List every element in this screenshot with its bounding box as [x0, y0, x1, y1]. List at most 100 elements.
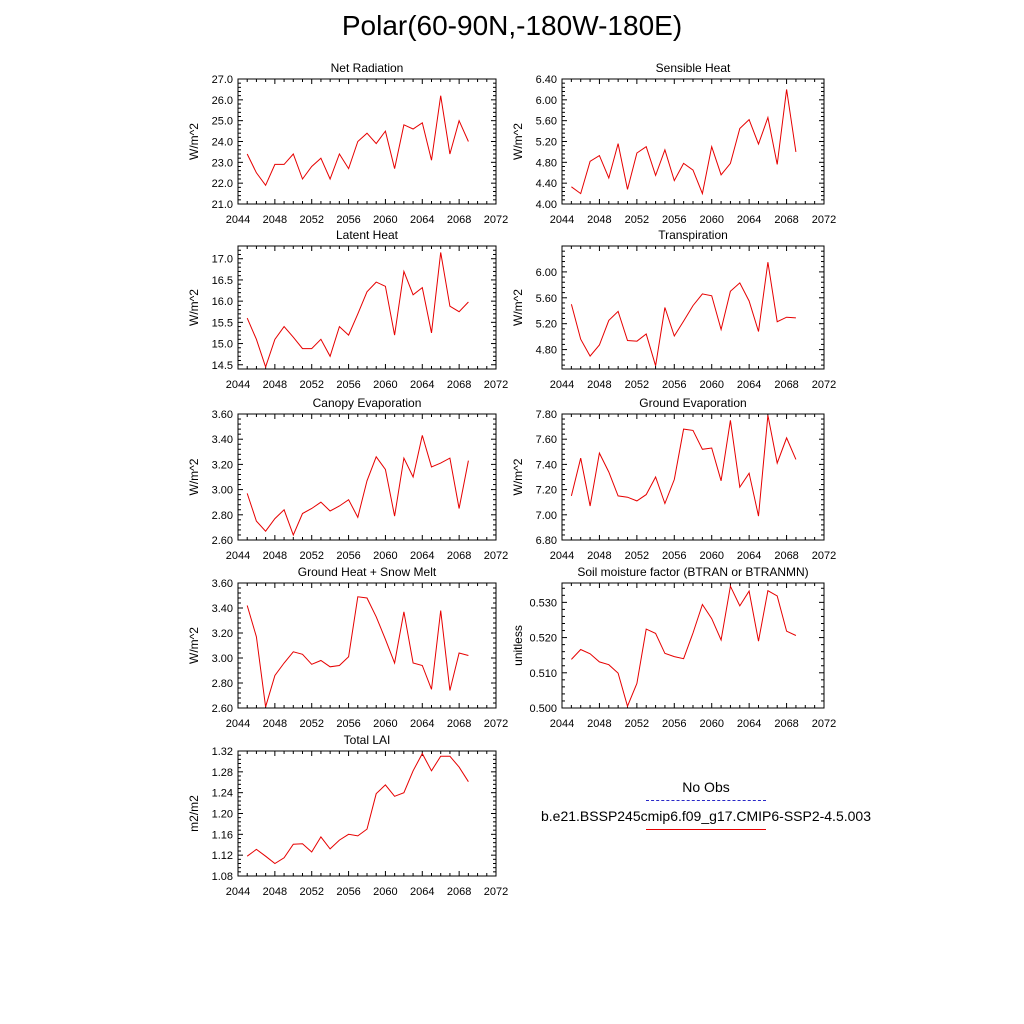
x-tick-label: 2048 [587, 550, 611, 562]
x-tick-label: 2068 [447, 379, 471, 391]
x-tick-label: 2048 [263, 214, 287, 226]
y-axis-label: W/m^2 [187, 627, 201, 664]
x-tick-label: 2052 [625, 550, 649, 562]
y-tick-label: 6.00 [536, 267, 557, 279]
y-axis-label: W/m^2 [511, 458, 525, 495]
x-tick-label: 2064 [737, 550, 761, 562]
plot-frame [237, 582, 497, 709]
y-tick-label: 3.00 [212, 653, 233, 665]
x-tick-label: 2052 [625, 718, 649, 730]
figure-title: Polar(60-90N,-180W-180E) [341, 10, 683, 41]
x-tick-label: 2044 [550, 379, 574, 391]
y-tick-label: 6.00 [536, 95, 557, 107]
series-line [571, 584, 797, 708]
x-tick-label: 2068 [447, 550, 471, 562]
x-tick-label: 2056 [336, 550, 360, 562]
x-tick-label: 2048 [587, 214, 611, 226]
panel-title: Soil moisture factor (BTRAN or BTRANMN) [577, 565, 808, 579]
x-tick-label: 2048 [263, 379, 287, 391]
series-line [571, 89, 797, 196]
y-tick-label: 1.08 [212, 871, 233, 883]
x-tick-label: 2048 [587, 379, 611, 391]
chart-panel: 2044 2048 2052 2056 2060 2064 2068 2072 4.80 5.20… [511, 228, 836, 391]
x-tick-label: 2072 [484, 718, 508, 730]
x-tick-label: 2060 [699, 379, 723, 391]
plot-frame [237, 750, 497, 877]
chart-panel: 2044 2048 2052 2056 2060 2064 2068 2072 0.500 0.5… [511, 565, 836, 730]
plot-frame [561, 582, 825, 709]
x-tick-label: 2072 [812, 550, 836, 562]
y-tick-label: 25.0 [212, 116, 233, 128]
chart-panel: 2044 2048 2052 2056 2060 2064 2068 2072 14.5 15.0… [187, 228, 508, 391]
legend-obs-line [646, 800, 766, 801]
x-tick-label: 2060 [373, 886, 397, 898]
x-tick-label: 2056 [336, 886, 360, 898]
series-line [246, 95, 469, 187]
chart-panel: 2044 2048 2052 2056 2060 2064 2068 2072 6.80 7.00… [511, 396, 836, 562]
x-tick-label: 2056 [336, 214, 360, 226]
x-tick-label: 2052 [299, 550, 323, 562]
y-tick-label: 7.40 [536, 459, 557, 471]
legend-model-line [646, 829, 766, 830]
y-tick-label: 1.32 [212, 746, 233, 758]
y-tick-label: 4.80 [536, 157, 557, 169]
plot-frame [561, 78, 825, 205]
y-tick-label: 1.20 [212, 809, 233, 821]
y-tick-label: 16.0 [212, 296, 233, 308]
y-tick-label: 5.60 [536, 293, 557, 305]
x-tick-label: 2068 [774, 550, 798, 562]
y-axis-label: unitless [511, 625, 525, 666]
y-tick-label: 6.80 [536, 535, 557, 547]
y-tick-label: 0.530 [529, 597, 557, 609]
y-tick-label: 7.80 [536, 409, 557, 421]
y-tick-label: 3.40 [212, 434, 233, 446]
x-tick-label: 2052 [625, 214, 649, 226]
x-tick-label: 2064 [410, 214, 434, 226]
y-tick-label: 22.0 [212, 178, 233, 190]
y-tick-label: 27.0 [212, 74, 233, 86]
y-tick-label: 16.5 [212, 275, 233, 287]
series-line [246, 752, 469, 865]
panel-title: Ground Heat + Snow Melt [298, 565, 437, 579]
y-tick-label: 7.60 [536, 434, 557, 446]
chart-panel: 2044 2048 2052 2056 2060 2064 2068 2072 2.60 2.80… [187, 396, 508, 562]
y-tick-label: 17.0 [212, 254, 233, 266]
panel-title: Sensible Heat [656, 61, 731, 75]
x-tick-label: 2052 [299, 886, 323, 898]
y-tick-label: 4.00 [536, 199, 557, 211]
x-tick-label: 2056 [662, 718, 686, 730]
y-tick-label: 2.80 [212, 678, 233, 690]
y-tick-label: 3.60 [212, 409, 233, 421]
chart-panel: 2044 2048 2052 2056 2060 2064 2068 2072 21.0 22.0… [187, 61, 508, 226]
y-tick-label: 0.510 [529, 668, 557, 680]
x-tick-label: 2072 [812, 214, 836, 226]
x-tick-label: 2052 [625, 379, 649, 391]
x-tick-label: 2056 [336, 379, 360, 391]
y-tick-label: 4.80 [536, 345, 557, 357]
y-axis-label: m2/m2 [187, 795, 201, 832]
x-tick-label: 2068 [447, 718, 471, 730]
x-tick-label: 2052 [299, 214, 323, 226]
x-tick-label: 2064 [410, 886, 434, 898]
x-tick-label: 2060 [373, 379, 397, 391]
y-tick-label: 1.24 [212, 788, 233, 800]
panel-title: Transpiration [658, 228, 728, 242]
x-tick-label: 2064 [737, 718, 761, 730]
y-tick-label: 1.16 [212, 829, 233, 841]
y-tick-label: 1.28 [212, 767, 233, 779]
y-axis-label: W/m^2 [187, 289, 201, 326]
x-tick-label: 2048 [263, 718, 287, 730]
x-tick-label: 2068 [774, 214, 798, 226]
plot-frame [237, 78, 497, 205]
y-axis-label: W/m^2 [187, 123, 201, 160]
x-tick-label: 2056 [336, 718, 360, 730]
y-tick-label: 3.40 [212, 603, 233, 615]
x-tick-label: 2064 [410, 718, 434, 730]
x-tick-label: 2068 [774, 379, 798, 391]
panel-title: Net Radiation [331, 61, 404, 75]
plot-frame [237, 245, 497, 370]
x-tick-label: 2044 [550, 550, 574, 562]
x-tick-label: 2044 [226, 550, 250, 562]
legend: No Obs b.e21.BSSP245cmip6.f09_g17.CMIP6-… [540, 778, 872, 836]
